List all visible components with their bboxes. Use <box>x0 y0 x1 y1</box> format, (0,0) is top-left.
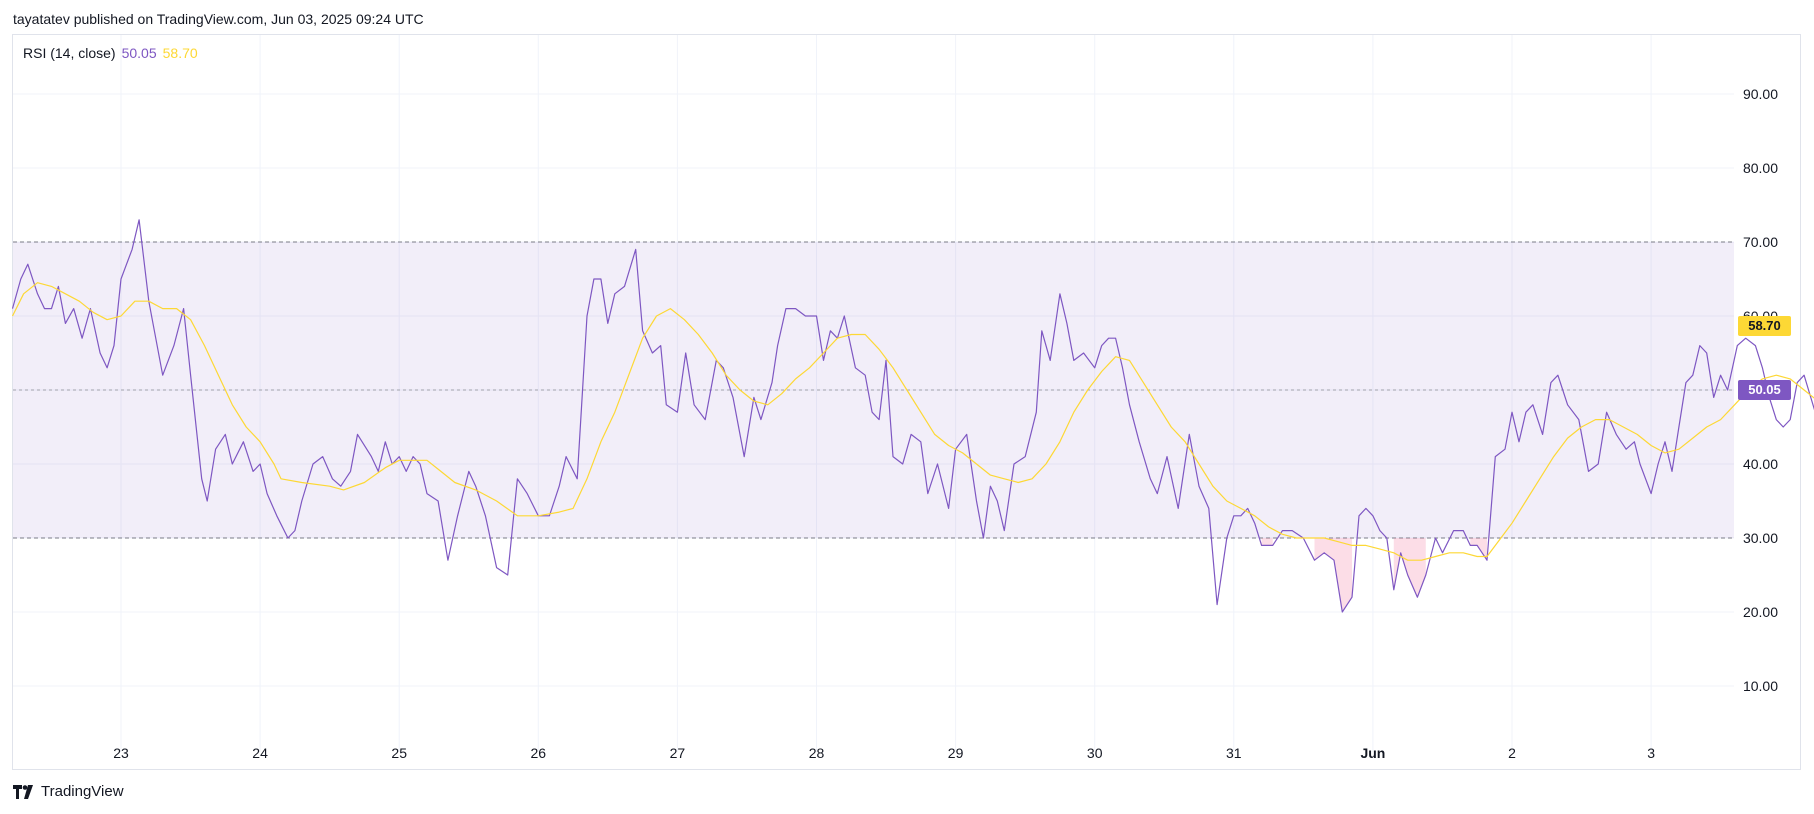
legend-rsi-value: 50.05 <box>121 45 157 61</box>
rsi-ma-line <box>11 282 1814 561</box>
publisher-caption: tayatatev published on TradingView.com, … <box>13 11 424 27</box>
rsi-last-value-badge: 50.05 <box>1738 379 1791 400</box>
x-tick-label: 23 <box>113 745 129 761</box>
oversold-fill <box>1393 538 1426 598</box>
x-tick-label: 31 <box>1226 745 1242 761</box>
tradingview-logo-icon <box>13 784 33 799</box>
x-tick-label: 28 <box>809 745 825 761</box>
x-tick-label: 26 <box>531 745 547 761</box>
legend-label: RSI (14, close) <box>23 45 116 61</box>
x-tick-label: Jun <box>1360 745 1385 761</box>
legend-ma-value: 58.70 <box>162 45 198 61</box>
x-tick-label: 30 <box>1087 745 1103 761</box>
x-tick-label: 29 <box>948 745 964 761</box>
oversold-fill <box>1261 538 1273 546</box>
x-tick-label: 27 <box>670 745 686 761</box>
y-tick-label: 80.00 <box>1743 160 1778 176</box>
y-tick-label: 70.00 <box>1743 234 1778 250</box>
chart-frame[interactable] <box>12 34 1801 770</box>
indicator-legend[interactable]: RSI (14, close) 50.05 58.70 <box>23 45 204 61</box>
footer-brand[interactable]: TradingView <box>13 783 124 800</box>
y-tick-label: 10.00 <box>1743 678 1778 694</box>
y-tick-label: 40.00 <box>1743 456 1778 472</box>
ma-last-value-badge: 58.70 <box>1738 315 1791 336</box>
x-tick-label: 25 <box>391 745 407 761</box>
x-tick-label: 2 <box>1508 745 1516 761</box>
y-tick-label: 30.00 <box>1743 530 1778 546</box>
oversold-fill <box>1470 538 1487 561</box>
y-tick-label: 20.00 <box>1743 604 1778 620</box>
oversold-fill <box>1314 538 1353 612</box>
footer-brand-label: TradingView <box>41 783 124 800</box>
x-tick-label: 24 <box>252 745 268 761</box>
rsi-line <box>11 219 1814 613</box>
x-tick-label: 3 <box>1647 745 1655 761</box>
y-tick-label: 90.00 <box>1743 86 1778 102</box>
